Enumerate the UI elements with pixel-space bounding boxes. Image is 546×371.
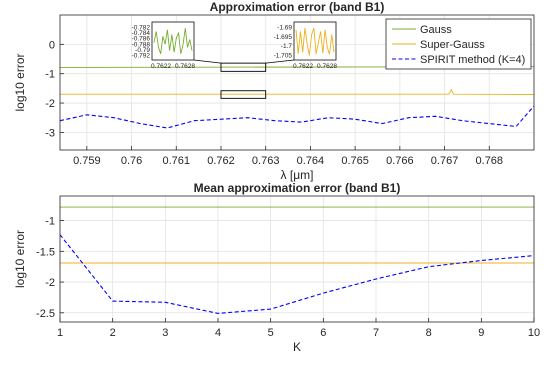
zoom-connector-super-gauss: [265, 59, 295, 64]
top-x-ticks: 0.759 0.76 0.761 0.762 0.763 0.764 0.765 0.766 0…: [73, 146, 503, 167]
legend-label-spirit-method-k-4: SPIRIT method (K=4): [420, 54, 525, 66]
bottom-axes-frame: [59, 195, 535, 323]
bottom-chart-title: Mean approximation error (band B1): [194, 181, 401, 195]
inset-series-line: [153, 28, 193, 54]
x-tick-label: 0.759: [73, 155, 101, 167]
inset-y-tick-label: -0.784: [132, 30, 151, 37]
x-tick-label: 0.767: [431, 155, 459, 167]
x-tick-label: 0.76: [121, 155, 142, 167]
inset-y-tick-label: -1.7: [281, 43, 293, 50]
x-tick-label: 0.766: [386, 155, 414, 167]
bottom-x-ticks: 1 2 3 4 5 6 7 8 9 10: [57, 318, 540, 339]
x-tick-label: 8: [426, 327, 432, 339]
inset-y-tick-label: -1.705: [274, 53, 293, 60]
inset-series-line: [295, 28, 335, 56]
x-tick-label: 9: [478, 327, 484, 339]
series-line-spirit-method-k-4: [59, 105, 535, 129]
x-tick-label: 1: [57, 327, 63, 339]
inset-x-tick-label: 0.7622: [151, 63, 171, 70]
x-tick-label: 3: [162, 327, 168, 339]
bottom-x-axis-label: K: [293, 340, 301, 354]
inset-gauss: -0.782-0.784-0.786-0.788-0.79-0.7920.762…: [132, 21, 195, 70]
series-line-spirit-method-k-4: [59, 234, 535, 314]
y-tick-label: -2: [45, 277, 55, 289]
zoom-region-gauss: [220, 62, 267, 72]
inset-y-tick-label: -1.69: [277, 25, 292, 32]
zoom-region-super-gauss: [220, 90, 267, 99]
legend-label-gauss: Gauss: [420, 24, 452, 36]
top-axes-frame: [59, 14, 535, 151]
bottom-y-axis-label: log10 error: [13, 230, 27, 288]
x-tick-label: 0.764: [297, 155, 325, 167]
y-tick-label: -1: [45, 69, 55, 81]
zoom-connector-gauss: [193, 59, 222, 64]
top-chart-title: Approximation error (band B1): [210, 0, 385, 14]
x-tick-label: 4: [215, 327, 221, 339]
inset-y-tick-label: -0.792: [132, 53, 151, 60]
x-tick-label: 5: [268, 327, 274, 339]
inset-x-tick-label: 0.7622: [293, 63, 313, 70]
bottom-y-ticks: -1 -1.5 -2 -2.5: [36, 216, 64, 320]
x-tick-label: 0.768: [476, 155, 504, 167]
inset-y-tick-label: -0.782: [132, 25, 151, 32]
x-tick-label: 0.763: [252, 155, 280, 167]
y-tick-label: -2: [45, 98, 55, 110]
top-panel: 0.759 0.76 0.761 0.762 0.763 0.764 0.765 0.766 0…: [13, 0, 535, 182]
top-y-axis-label: log10 error: [13, 53, 27, 111]
bottom-series: [59, 206, 535, 314]
x-tick-label: 7: [373, 327, 379, 339]
legend: Gauss Super-Gauss SPIRIT method (K=4): [385, 18, 532, 70]
legend-label-super-gauss: Super-Gauss: [420, 39, 485, 51]
x-tick-label: 2: [110, 327, 116, 339]
inset-x-tick-label: 0.7628: [317, 63, 337, 70]
inset-y-tick-label: -0.786: [132, 36, 151, 43]
bottom-grid: [59, 196, 535, 322]
x-tick-label: 0.762: [207, 155, 235, 167]
bottom-panel: 1 2 3 4 5 6 7 8 9 10 -1 -1.5 -2 -2.5 Mean approximat…: [13, 181, 540, 354]
y-tick-label: -3: [45, 127, 55, 139]
inset-y-tick-label: -1.695: [274, 34, 293, 41]
y-tick-label: -1.5: [36, 246, 55, 258]
inset-x-tick-label: 0.7628: [175, 63, 195, 70]
inset-y-tick-label: -0.79: [135, 47, 150, 54]
x-tick-label: 0.761: [162, 155, 190, 167]
bottom-plot-area: [60, 196, 534, 322]
inset-y-tick-label: -0.788: [132, 41, 151, 48]
y-tick-label: -1: [45, 216, 55, 228]
top-y-ticks: 0 -1 -2 -3: [45, 39, 64, 139]
series-line-super-gauss: [60, 88, 535, 95]
y-tick-label: 0: [49, 39, 55, 51]
top-x-axis-label: λ [μm]: [281, 168, 314, 182]
x-tick-label: 0.765: [341, 155, 369, 167]
y-tick-label: -2.5: [36, 308, 55, 320]
x-tick-label: 10: [528, 327, 540, 339]
x-tick-label: 6: [320, 327, 326, 339]
